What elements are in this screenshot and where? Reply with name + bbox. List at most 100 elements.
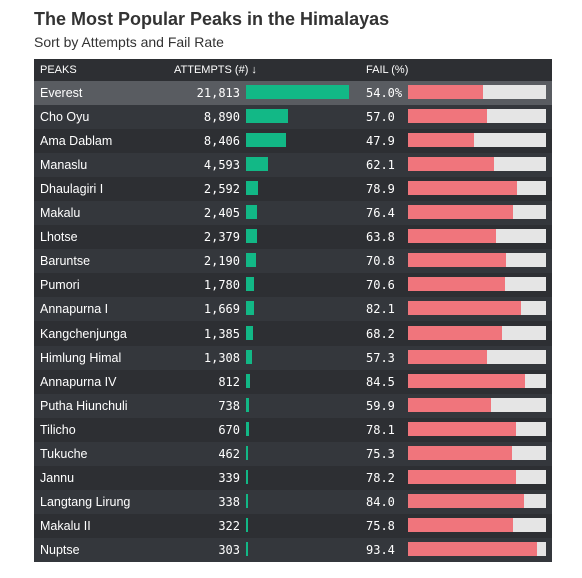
table-row[interactable]: Langtang Lirung 338 84.0: [34, 489, 552, 514]
fail-bar-track: [408, 517, 546, 532]
fail-bar: [408, 133, 475, 148]
table-row[interactable]: Dhaulagiri I 2,592 78.9: [34, 177, 552, 201]
fail-bar: [408, 517, 513, 532]
fail-bar-track: [408, 253, 546, 268]
header-peaks[interactable]: PEAKS: [40, 64, 77, 76]
fail-bar: [408, 157, 494, 172]
fail-value: 82.1: [366, 302, 395, 317]
attempts-value: 1,669: [203, 302, 240, 317]
fail-value: 84.5: [366, 374, 395, 389]
peak-name: Lhotse: [40, 230, 78, 245]
peak-name: Annapurna IV: [40, 374, 117, 389]
attempts-value: 2,592: [203, 182, 240, 197]
fail-value: 70.6: [366, 278, 395, 293]
fail-value: 63.8: [366, 230, 395, 245]
peak-name: Makalu: [40, 206, 81, 221]
attempts-bar: [246, 397, 250, 412]
table-row[interactable]: Annapurna IV 812 84.5: [34, 370, 552, 394]
fail-bar-track: [408, 85, 546, 99]
attempts-bar: [246, 205, 258, 220]
attempts-bar: [246, 85, 349, 99]
peak-name: Manaslu: [40, 158, 88, 173]
fail-bar-track: [408, 109, 546, 124]
table-row[interactable]: Manaslu 4,593 62.1: [34, 153, 552, 178]
fail-bar: [408, 541, 537, 556]
fail-value: 59.9: [366, 398, 395, 413]
table-row[interactable]: Tilicho 670 78.1: [34, 418, 552, 442]
table-row[interactable]: Cho Oyu 8,890 57.0: [34, 105, 552, 130]
fail-value: 78.1: [366, 422, 395, 437]
fail-bar: [408, 349, 488, 364]
table-row[interactable]: Jannu 339 78.2: [34, 466, 552, 490]
peak-name: Pumori: [40, 278, 80, 293]
fail-value: 54.0%: [366, 86, 403, 100]
fail-bar: [408, 181, 517, 196]
table-row[interactable]: Lhotse 2,379 63.8: [34, 225, 552, 249]
header-attempts[interactable]: ATTEMPTS (#) ↓: [174, 64, 257, 76]
table-row[interactable]: Tukuche 462 75.3: [34, 441, 552, 466]
table-row[interactable]: Putha Hiunchuli 738 59.9: [34, 393, 552, 418]
fail-bar: [408, 397, 491, 412]
fail-bar-track: [408, 541, 546, 556]
attempts-value: 738: [218, 398, 240, 413]
attempts-bar: [246, 277, 255, 292]
fail-bar: [408, 421, 516, 436]
attempts-value: 338: [218, 494, 240, 509]
attempts-value: 21,813: [196, 86, 240, 100]
table-row[interactable]: Annapurna I 1,669 82.1: [34, 297, 552, 322]
attempts-value: 1,385: [203, 326, 240, 341]
fail-value: 75.3: [366, 446, 395, 461]
peak-name: Tilicho: [40, 422, 76, 437]
peak-name: Jannu: [40, 470, 75, 485]
fail-bar: [408, 85, 483, 99]
table-row[interactable]: Makalu 2,405 76.4: [34, 201, 552, 226]
attempts-bar: [246, 541, 248, 556]
chart-title: The Most Popular Peaks in the Himalayas: [34, 9, 390, 29]
header-fail[interactable]: FAIL (%): [366, 64, 409, 76]
fail-value: 75.8: [366, 518, 395, 533]
fail-bar-track: [408, 349, 546, 364]
fail-value: 62.1: [366, 158, 395, 173]
table-row[interactable]: Makalu II 322 75.8: [34, 514, 552, 538]
peak-name: Dhaulagiri I: [40, 182, 104, 197]
attempts-value: 670: [218, 422, 240, 437]
fail-value: 68.2: [366, 326, 395, 341]
fail-bar-track: [408, 445, 546, 460]
attempts-value: 8,890: [203, 110, 240, 125]
attempts-value: 1,780: [203, 278, 240, 293]
peak-name: Baruntse: [40, 254, 91, 269]
fail-value: 84.0: [366, 494, 395, 509]
table-row[interactable]: Himlung Himal 1,308 57.3: [34, 345, 552, 370]
attempts-bar: [246, 229, 258, 244]
fail-bar: [408, 445, 512, 460]
attempts-bar: [246, 109, 288, 124]
attempts-value: 1,308: [203, 350, 240, 365]
fail-bar: [408, 109, 487, 124]
peak-name: Tukuche: [40, 446, 88, 461]
fail-bar: [408, 205, 514, 220]
table-row[interactable]: Ama Dablam 8,406 47.9: [34, 129, 552, 153]
fail-bar: [408, 253, 506, 268]
table-row[interactable]: Baruntse 2,190 70.8: [34, 249, 552, 274]
attempts-bar: [246, 421, 250, 436]
fail-bar: [408, 325, 503, 340]
attempts-value: 4,593: [203, 158, 240, 173]
chart-subtitle: Sort by Attempts and Fail Rate: [34, 34, 224, 50]
attempts-value: 462: [218, 446, 240, 461]
fail-bar-track: [408, 325, 546, 340]
table-row[interactable]: Kangchenjunga 1,385 68.2: [34, 322, 552, 346]
attempts-value: 2,190: [203, 254, 240, 269]
fail-value: 57.0: [366, 110, 395, 125]
peak-name: Kangchenjunga: [40, 326, 127, 341]
table-row[interactable]: Everest 21,813 54.0%: [34, 81, 552, 105]
attempts-bar: [246, 445, 249, 460]
table-row[interactable]: Pumori 1,780 70.6: [34, 273, 552, 297]
fail-value: 47.9: [366, 134, 395, 149]
attempts-value: 8,406: [203, 134, 240, 149]
fail-bar-track: [408, 469, 546, 484]
fail-bar-track: [408, 277, 546, 292]
peak-name: Cho Oyu: [40, 110, 90, 125]
attempts-bar: [246, 517, 248, 532]
attempts-bar: [246, 181, 259, 196]
table-row[interactable]: Nuptse 303 93.4: [34, 537, 552, 562]
